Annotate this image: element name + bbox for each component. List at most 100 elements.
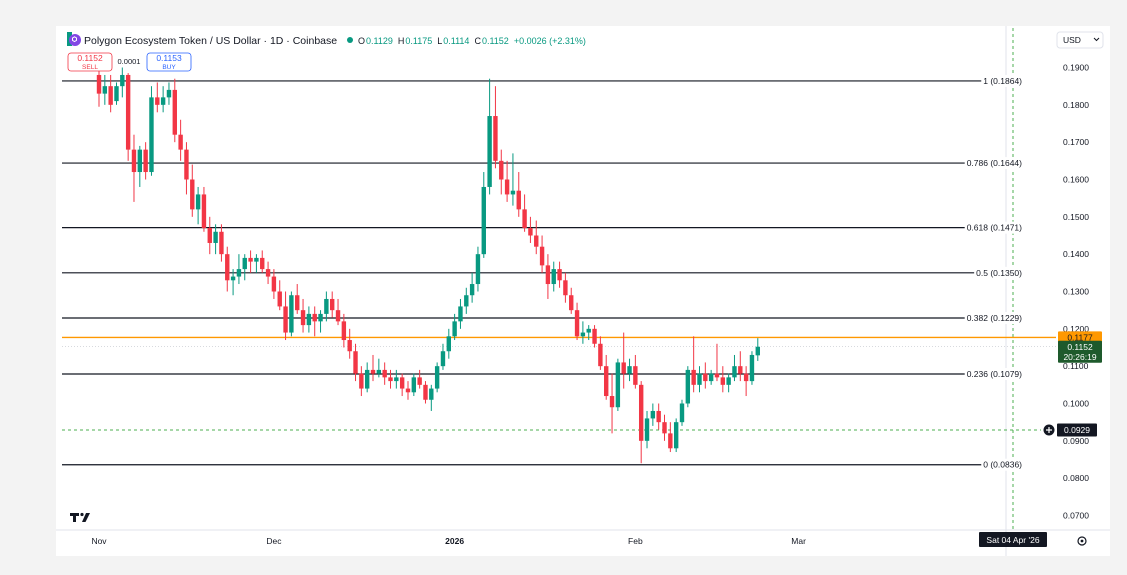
candle [534, 235, 539, 247]
candle [114, 86, 119, 102]
spread-value: 0.0001 [118, 57, 141, 66]
candle [131, 149, 137, 173]
fibonacci-retracement[interactable]: 1 (0.1864) 0.786 (0.1644) 0.618 (0.1471) 0.… [62, 74, 1024, 471]
candle [213, 231, 218, 243]
candlestick-chart[interactable]: 1 (0.1864) 0.786 (0.1644) 0.618 (0.1471) 0.… [56, 26, 1110, 556]
candle [574, 310, 580, 337]
horizontal-line-price-badge [1058, 331, 1102, 344]
candle-countdown: 20:26:19 [1063, 352, 1096, 362]
crosshair-price-badge [1057, 423, 1097, 437]
last-price: 0.1152 [1067, 342, 1093, 352]
candle [662, 422, 667, 434]
candle [743, 373, 749, 382]
candle [260, 257, 265, 270]
candle [295, 295, 300, 311]
ohlc-value: 0.1114 [443, 36, 469, 46]
candle [516, 190, 521, 210]
candle [324, 298, 329, 314]
buy-button[interactable] [146, 52, 192, 72]
fib-level-label: 0 (0.0836) [983, 460, 1022, 470]
candle [493, 116, 498, 161]
candle [685, 369, 691, 404]
fib-level-label: 0.382 (0.1229) [967, 313, 1022, 323]
candle [504, 179, 510, 195]
symbol-title[interactable]: Polygon Ecosystem Token / US Dollar · 1D… [84, 35, 337, 47]
price-tick-label: 0.1500 [1063, 212, 1089, 222]
candle [120, 74, 125, 87]
candle [510, 190, 516, 195]
candle [394, 377, 399, 382]
candle [353, 351, 358, 374]
change-value: +0.0026 (+2.31%) [514, 36, 586, 46]
candle [190, 179, 195, 210]
candle [487, 116, 492, 187]
time-axis[interactable]: Nov Dec 2026 Feb Mar [91, 536, 806, 546]
candle [178, 134, 183, 150]
candle [691, 369, 696, 385]
candle [522, 209, 527, 229]
fib-label-bg [964, 312, 1024, 325]
candle [318, 313, 323, 322]
candle [557, 269, 562, 281]
candle [604, 366, 609, 397]
candle [265, 269, 271, 277]
market-open-status-icon [347, 37, 353, 43]
price-tick-label: 0.1900 [1063, 63, 1089, 73]
polygon-logo-icon [69, 34, 81, 46]
candle [615, 362, 621, 408]
candle [341, 321, 347, 341]
time-tick-label: Dec [266, 536, 282, 546]
candle [96, 74, 102, 94]
candle [469, 284, 475, 296]
candle [219, 231, 224, 255]
ohlc-value: 0.1152 [482, 36, 509, 46]
chevron-down-icon [1093, 37, 1100, 42]
candle [627, 366, 632, 374]
time-tick-label: Feb [628, 536, 643, 546]
candle [236, 269, 242, 277]
candle [539, 246, 545, 266]
candle [720, 377, 726, 385]
sell-button[interactable] [67, 52, 113, 72]
tradingview-logo-icon[interactable] [70, 512, 90, 522]
candle [499, 160, 504, 180]
sell-label: SELL [82, 64, 98, 71]
candle [569, 295, 574, 311]
candle [172, 89, 177, 135]
candle [440, 351, 446, 367]
candle [673, 422, 679, 449]
candle [166, 89, 172, 98]
price-tick-label: 0.0700 [1063, 511, 1089, 521]
candle [434, 366, 440, 389]
currency-select[interactable] [1056, 31, 1104, 49]
sell-price: 0.1152 [77, 53, 103, 63]
horizontal-line-price: 0.1177 [1067, 332, 1093, 342]
candle [528, 228, 533, 236]
gear-icon[interactable] [1077, 536, 1087, 546]
candle [242, 257, 247, 270]
candle [312, 313, 317, 322]
chart-panel[interactable]: 1 (0.1864) 0.786 (0.1644) 0.618 (0.1471) 0.… [56, 26, 1110, 556]
currency-select-value: USD [1063, 35, 1081, 45]
candle [592, 328, 597, 344]
candle [277, 291, 282, 307]
price-axis[interactable]: 0.1900 0.1800 0.1700 0.1600 0.1500 0.1400 0.13… [1063, 63, 1089, 521]
candle [644, 418, 650, 441]
candle [306, 313, 312, 326]
fib-level-label: 0.618 (0.1471) [967, 223, 1022, 233]
candle [738, 366, 743, 374]
candle [160, 97, 166, 105]
candle [207, 228, 212, 243]
candle [475, 254, 481, 285]
candle [755, 346, 760, 356]
horizontal-lines[interactable] [62, 336, 1056, 431]
ohlc-key: H [398, 36, 405, 46]
candle [598, 343, 603, 367]
candle [411, 377, 417, 393]
candle [137, 149, 143, 173]
candle [125, 74, 131, 150]
candle [359, 373, 364, 389]
candle [551, 269, 556, 285]
candle [149, 97, 154, 173]
time-tick-label: Mar [791, 536, 806, 546]
